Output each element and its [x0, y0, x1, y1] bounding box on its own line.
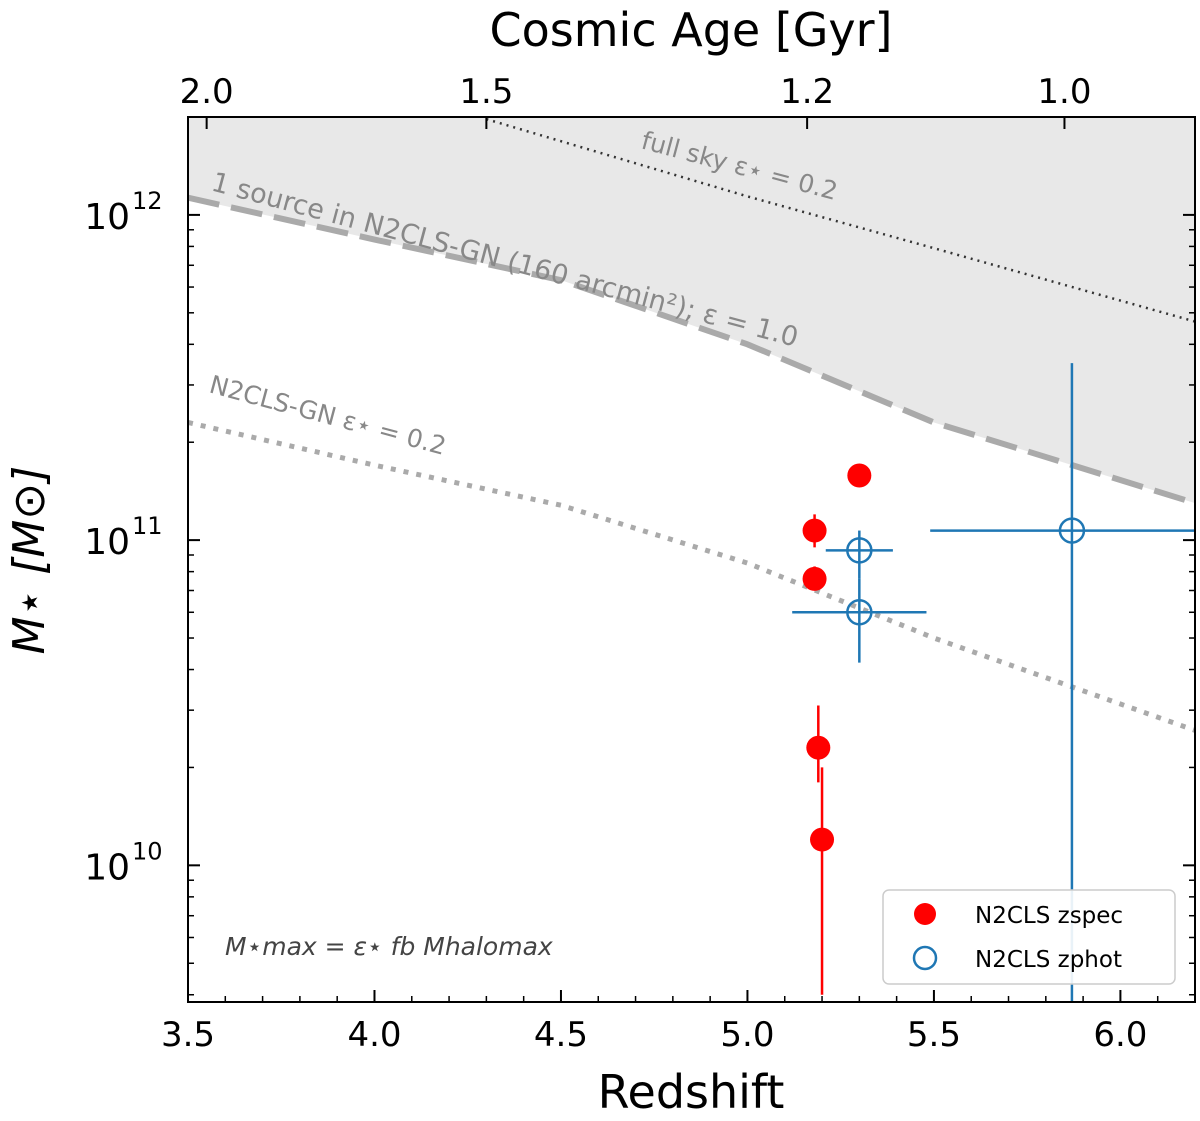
x-tick-label: 4.5 [534, 1015, 588, 1055]
marker [802, 566, 827, 591]
point-layer [792, 363, 1195, 1002]
legend: N2CLS zspec N2CLS zphot [882, 889, 1176, 985]
top-axis-label: Cosmic Age [Gyr] [490, 3, 893, 57]
legend-marker-zphot [912, 945, 938, 971]
plot-frame [187, 116, 1196, 1003]
legend-marker-zspec [914, 903, 936, 925]
x-tick-label: 5.0 [720, 1015, 774, 1055]
y-tick-label: 10 [84, 847, 130, 888]
excluded-region [188, 117, 1195, 504]
zspec-point [802, 514, 827, 548]
marker [810, 827, 835, 852]
top-tick-label: 1.2 [780, 72, 834, 112]
marker [846, 599, 873, 626]
legend-box [882, 889, 1176, 985]
n2cls-gn-curve [188, 420, 1195, 733]
one-source-curve [188, 194, 1195, 506]
y-tick-exponent: 12 [132, 187, 163, 215]
zspec-point [847, 463, 872, 488]
x-tick-label: 4.0 [347, 1015, 401, 1055]
y-tick-exponent: 10 [132, 837, 163, 865]
marker [1058, 517, 1086, 544]
zspec-point [806, 705, 831, 783]
marker [846, 537, 873, 564]
formula-text: M⋆max = ε⋆ fb Mhalomax [225, 932, 553, 961]
zphot-point [825, 530, 893, 579]
top-tick-label: 2.0 [180, 72, 234, 112]
marker [802, 518, 827, 543]
y-tick-exponent: 11 [132, 512, 163, 540]
zspec-point [810, 767, 835, 995]
y-tick-label: 10 [84, 522, 130, 563]
x-tick-label: 5.5 [907, 1015, 961, 1055]
x-tick-label: 6.0 [1093, 1015, 1147, 1055]
legend-label-zphot: N2CLS zphot [975, 947, 1122, 973]
x-tick-label: 3.5 [161, 1015, 215, 1055]
y-tick-label: 10 [84, 197, 130, 238]
x-axis-label: Redshift [598, 1065, 785, 1119]
n2cls-gn-curve-label: N2CLS-GN ε⋆ = 0.2 [206, 370, 449, 461]
zphot-point [792, 578, 927, 663]
zspec-point [802, 566, 827, 591]
legend-label-zspec: N2CLS zspec [975, 903, 1123, 929]
y-axis-label: M⋆ [M⊙] [4, 466, 55, 655]
curve-layer [188, 117, 1195, 733]
top-tick-label: 1.0 [1037, 72, 1091, 112]
formula-annotation: M⋆max = ε⋆ fb Mhalomax [225, 932, 553, 961]
marker [806, 735, 831, 760]
marker [847, 463, 872, 488]
shaded-region-layer [188, 117, 1195, 504]
top-tick-label: 1.5 [459, 72, 513, 112]
